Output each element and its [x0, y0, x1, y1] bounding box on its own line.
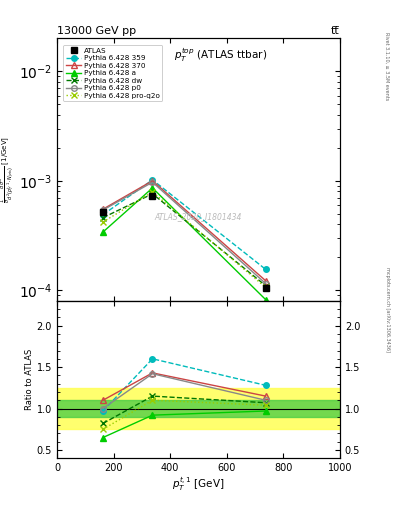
Pythia 6.428 pro-q2o	[101, 219, 105, 225]
ATLAS	[263, 285, 268, 291]
Y-axis label: Ratio to ATLAS: Ratio to ATLAS	[25, 349, 34, 410]
Bar	[57, 388, 340, 429]
Text: ATLAS_2020_I1801434: ATLAS_2020_I1801434	[155, 212, 242, 221]
Line: Pythia 6.428 370: Pythia 6.428 370	[100, 178, 268, 284]
Line: Pythia 6.428 a: Pythia 6.428 a	[100, 185, 268, 303]
Pythia 6.428 359	[150, 177, 155, 183]
Text: Rivet 3.1.10, ≥ 3.5M events: Rivet 3.1.10, ≥ 3.5M events	[385, 32, 389, 101]
Y-axis label: $\frac{1}{\sigma}\frac{d\sigma^{tu}}{d^2(p_T^{t,1}\cdot N_{jets})}$ [1/GeV]: $\frac{1}{\sigma}\frac{d\sigma^{tu}}{d^2…	[0, 136, 17, 203]
Pythia 6.428 370	[263, 278, 268, 284]
Pythia 6.428 370	[150, 178, 155, 184]
X-axis label: $p_T^{t,1}$ [GeV]: $p_T^{t,1}$ [GeV]	[172, 476, 225, 493]
Pythia 6.428 370	[101, 206, 105, 212]
Pythia 6.428 dw	[101, 215, 105, 221]
Text: 13000 GeV pp: 13000 GeV pp	[57, 26, 136, 36]
Pythia 6.428 a	[101, 229, 105, 235]
Pythia 6.428 pro-q2o	[150, 189, 155, 195]
Line: Pythia 6.428 dw: Pythia 6.428 dw	[100, 191, 268, 288]
Pythia 6.428 p0	[150, 179, 155, 185]
Pythia 6.428 pro-q2o	[263, 284, 268, 290]
Pythia 6.428 p0	[101, 207, 105, 213]
Line: Pythia 6.428 pro-q2o: Pythia 6.428 pro-q2o	[100, 189, 268, 290]
Text: $p_T^{top}$ (ATLAS ttbar): $p_T^{top}$ (ATLAS ttbar)	[174, 46, 268, 64]
Pythia 6.428 359	[263, 266, 268, 272]
Text: mcplots.cern.ch [arXiv:1306.3436]: mcplots.cern.ch [arXiv:1306.3436]	[385, 267, 389, 352]
ATLAS	[101, 209, 105, 215]
Line: Pythia 6.428 p0: Pythia 6.428 p0	[100, 179, 268, 286]
Legend: ATLAS, Pythia 6.428 359, Pythia 6.428 370, Pythia 6.428 a, Pythia 6.428 dw, Pyth: ATLAS, Pythia 6.428 359, Pythia 6.428 37…	[63, 45, 162, 101]
Line: Pythia 6.428 359: Pythia 6.428 359	[100, 177, 268, 272]
Pythia 6.428 dw	[263, 283, 268, 289]
Pythia 6.428 a	[150, 185, 155, 191]
Bar	[57, 400, 340, 417]
Pythia 6.428 359	[101, 211, 105, 218]
ATLAS	[150, 194, 155, 200]
Pythia 6.428 dw	[150, 191, 155, 197]
Text: tt̅: tt̅	[331, 26, 340, 36]
Pythia 6.428 p0	[263, 281, 268, 287]
Pythia 6.428 a	[263, 296, 268, 303]
Line: ATLAS: ATLAS	[99, 193, 269, 291]
